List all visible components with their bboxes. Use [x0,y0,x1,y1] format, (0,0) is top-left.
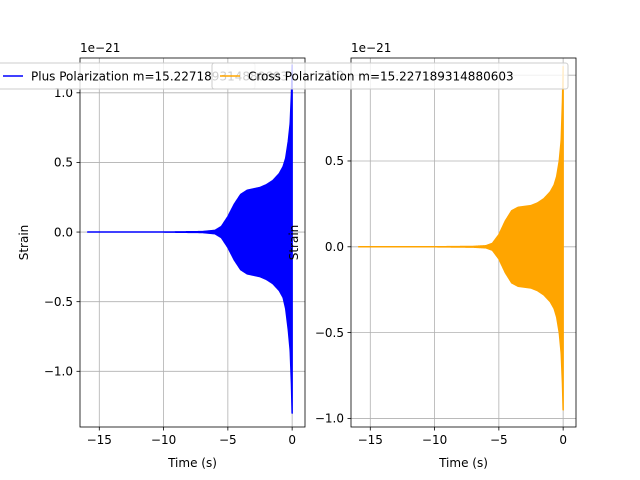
panel-2-y-offset-label: 1e−21 [351,41,391,55]
panel-2-y-axis-label: Strain [287,225,301,261]
panel-2-axes-frame [350,57,577,428]
panel-2-legend: Cross Polarization m=15.227189314880603 [211,62,569,90]
panel-2-x-tick-label-2: −5 [490,433,508,447]
panel-1-series-1-waveform [86,64,293,414]
panel-2-x-tick-label-1: −10 [422,433,447,447]
panel-1-y-tick-label-3: 0.5 [54,156,73,170]
panel-1-y-tick-label-1: −0.5 [44,295,73,309]
panel-2-legend-label: Cross Polarization m=15.227189314880603 [248,69,514,83]
panel-1: −15 −10 −5 0 −1.0 −0.5 0.0 0.5 1.0 1e−21 Time (s) S… [17,41,306,470]
panel-1-y-tick-label-0: −1.0 [44,365,73,379]
panel-1-y-axis-label: Strain [17,225,31,261]
panel-1-axes-frame [79,57,306,428]
panel-1-x-tick-label-2: −5 [219,433,237,447]
panel-2-series-1-waveform [357,65,564,411]
panel-1-y-tick-label-4: 1.0 [54,86,73,100]
panel-1-y-tick-label-2: 0.0 [54,225,73,239]
panel-1-x-tick-label-3: 0 [288,433,296,447]
panel-2-legend-frame [211,62,569,90]
panel-1-y-offset-label: 1e−21 [80,41,120,55]
panel-2-y-tick-label-1: −0.5 [315,326,344,340]
panel-2-y-tick-label-3: 0.5 [325,154,344,168]
panel-2-y-tick-label-0: −1.0 [315,412,344,426]
panel-1-x-axis-label: Time (s) [167,456,217,470]
panel-2-x-tick-label-0: −15 [358,433,383,447]
panel-2-y-tick-label-2: 0.0 [325,240,344,254]
panel-1-x-tick-label-1: −10 [151,433,176,447]
panel-1-x-tick-label-0: −15 [87,433,112,447]
panel-2-x-axis-label: Time (s) [438,456,488,470]
panel-2-x-tick-label-3: 0 [559,433,567,447]
